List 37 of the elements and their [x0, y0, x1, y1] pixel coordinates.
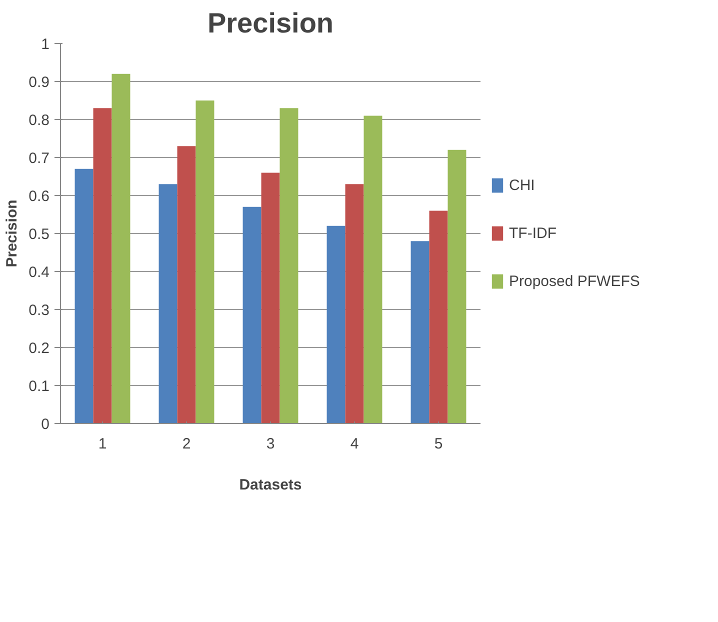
y-tick-label: 0.8 — [28, 112, 50, 129]
bar — [242, 206, 262, 424]
x-axis-title: Datasets — [239, 476, 302, 494]
bar — [177, 146, 196, 424]
bar — [364, 116, 382, 424]
bar — [280, 108, 298, 424]
bar — [429, 210, 448, 424]
x-tick-label: 4 — [350, 436, 359, 452]
y-tick-label: 0.7 — [28, 150, 50, 167]
y-tick-label: 0.6 — [28, 188, 50, 205]
x-tick-label: 2 — [182, 436, 191, 452]
x-tick-label: 1 — [98, 436, 107, 452]
x-tick-label: 5 — [434, 436, 443, 452]
y-tick-label: 0.5 — [28, 226, 50, 243]
legend-label: CHI — [509, 176, 535, 194]
bar — [158, 184, 178, 424]
y-tick-label: 1 — [41, 36, 50, 53]
y-tick-label: 0.2 — [28, 340, 50, 357]
chart-title: Precision — [207, 8, 334, 38]
x-tick-label: 3 — [266, 436, 275, 452]
bar — [261, 172, 280, 424]
bar — [448, 150, 466, 424]
y-tick-label: 0.1 — [28, 378, 50, 395]
legend-label: TF-IDF — [509, 224, 556, 242]
bar — [410, 241, 430, 424]
legend-label: Proposed PFWEFS — [509, 272, 640, 290]
y-axis-title: Precision — [4, 200, 21, 268]
y-tick-label: 0.3 — [28, 302, 50, 319]
y-tick-label: 0 — [41, 416, 50, 433]
bar — [345, 184, 364, 424]
bar — [112, 74, 130, 424]
bar — [326, 226, 346, 424]
bar — [196, 100, 214, 424]
y-tick-label: 0.9 — [28, 74, 50, 91]
bar — [74, 168, 94, 424]
bar — [93, 108, 112, 424]
y-tick-label: 0.4 — [28, 264, 50, 281]
